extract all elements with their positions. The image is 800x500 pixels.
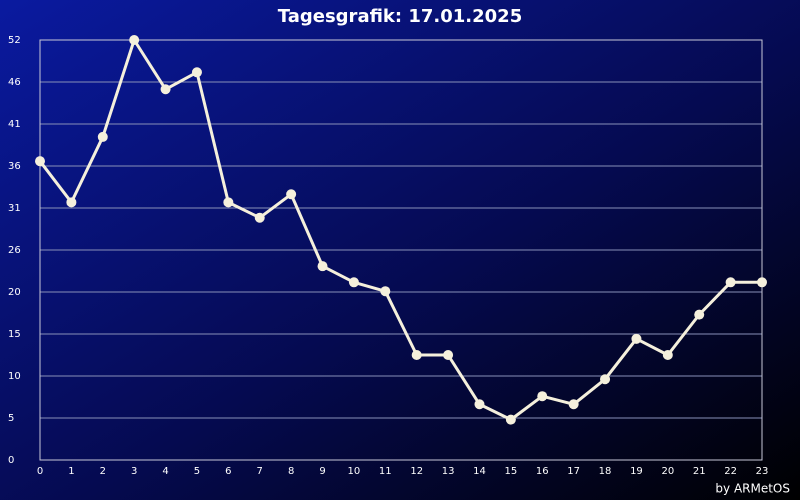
x-tick-label: 22 [724, 466, 737, 477]
y-tick-label: 41 [8, 119, 21, 130]
data-point [505, 414, 516, 425]
x-tick-label: 17 [567, 466, 580, 477]
data-point [725, 277, 736, 288]
y-tick-label: 15 [8, 329, 21, 340]
data-point [474, 399, 485, 410]
x-tick-label: 15 [505, 466, 518, 477]
plot-border [39, 39, 763, 461]
data-point [35, 156, 45, 167]
x-tick-label: 7 [257, 466, 263, 477]
data-point [537, 391, 548, 402]
data-point [97, 131, 108, 142]
data-point [694, 309, 705, 320]
x-tick-label: 20 [661, 466, 674, 477]
data-point [160, 84, 171, 95]
y-tick-label: 20 [8, 287, 21, 298]
x-tick-label: 10 [348, 466, 361, 477]
x-tick-label: 14 [473, 466, 486, 477]
data-point [600, 374, 611, 385]
x-tick-label: 5 [194, 466, 200, 477]
y-tick-label: 52 [8, 35, 21, 46]
data-point [223, 197, 234, 208]
x-tick-label: 0 [37, 466, 43, 477]
x-tick-label: 1 [68, 466, 74, 477]
credit: by ARMetOS [715, 482, 790, 496]
data-point [662, 350, 673, 360]
x-tick-label: 12 [410, 466, 423, 477]
data-point [757, 277, 767, 288]
y-tick-label: 46 [8, 77, 21, 88]
x-tick-label: 3 [131, 466, 137, 477]
x-tick-label: 19 [630, 466, 643, 477]
data-point [348, 277, 359, 288]
y-tick-label: 26 [8, 245, 21, 256]
x-tick-label: 6 [225, 466, 231, 477]
data-point [443, 350, 454, 360]
x-tick-label: 21 [693, 466, 706, 477]
data-point [254, 212, 265, 223]
x-tick-label: 2 [100, 466, 106, 477]
x-tick-label: 18 [599, 466, 612, 477]
data-point [191, 67, 202, 78]
data-point [380, 286, 391, 297]
data-point [631, 333, 642, 344]
data-line [38, 38, 762, 422]
x-tick-label: 9 [319, 466, 325, 477]
data-point [129, 35, 140, 45]
x-tick-label: 11 [379, 466, 392, 477]
x-tick-label: 13 [442, 466, 455, 477]
x-tick-label: 23 [756, 466, 769, 477]
y-tick-label: 31 [8, 203, 21, 214]
x-tick-label: 4 [162, 466, 168, 477]
data-point [317, 261, 328, 272]
data-point [568, 399, 579, 410]
x-tick-label: 8 [288, 466, 294, 477]
data-point [66, 197, 77, 208]
x-tick-label: 16 [536, 466, 549, 477]
y-tick-label: 0 [8, 455, 14, 466]
data-point [286, 189, 297, 200]
chart-title: Tagesgrafik: 17.01.2025 [278, 6, 522, 27]
y-tick-label: 5 [8, 413, 14, 424]
data-point [411, 350, 422, 360]
y-tick-label: 36 [8, 161, 21, 172]
y-tick-label: 10 [8, 371, 21, 382]
